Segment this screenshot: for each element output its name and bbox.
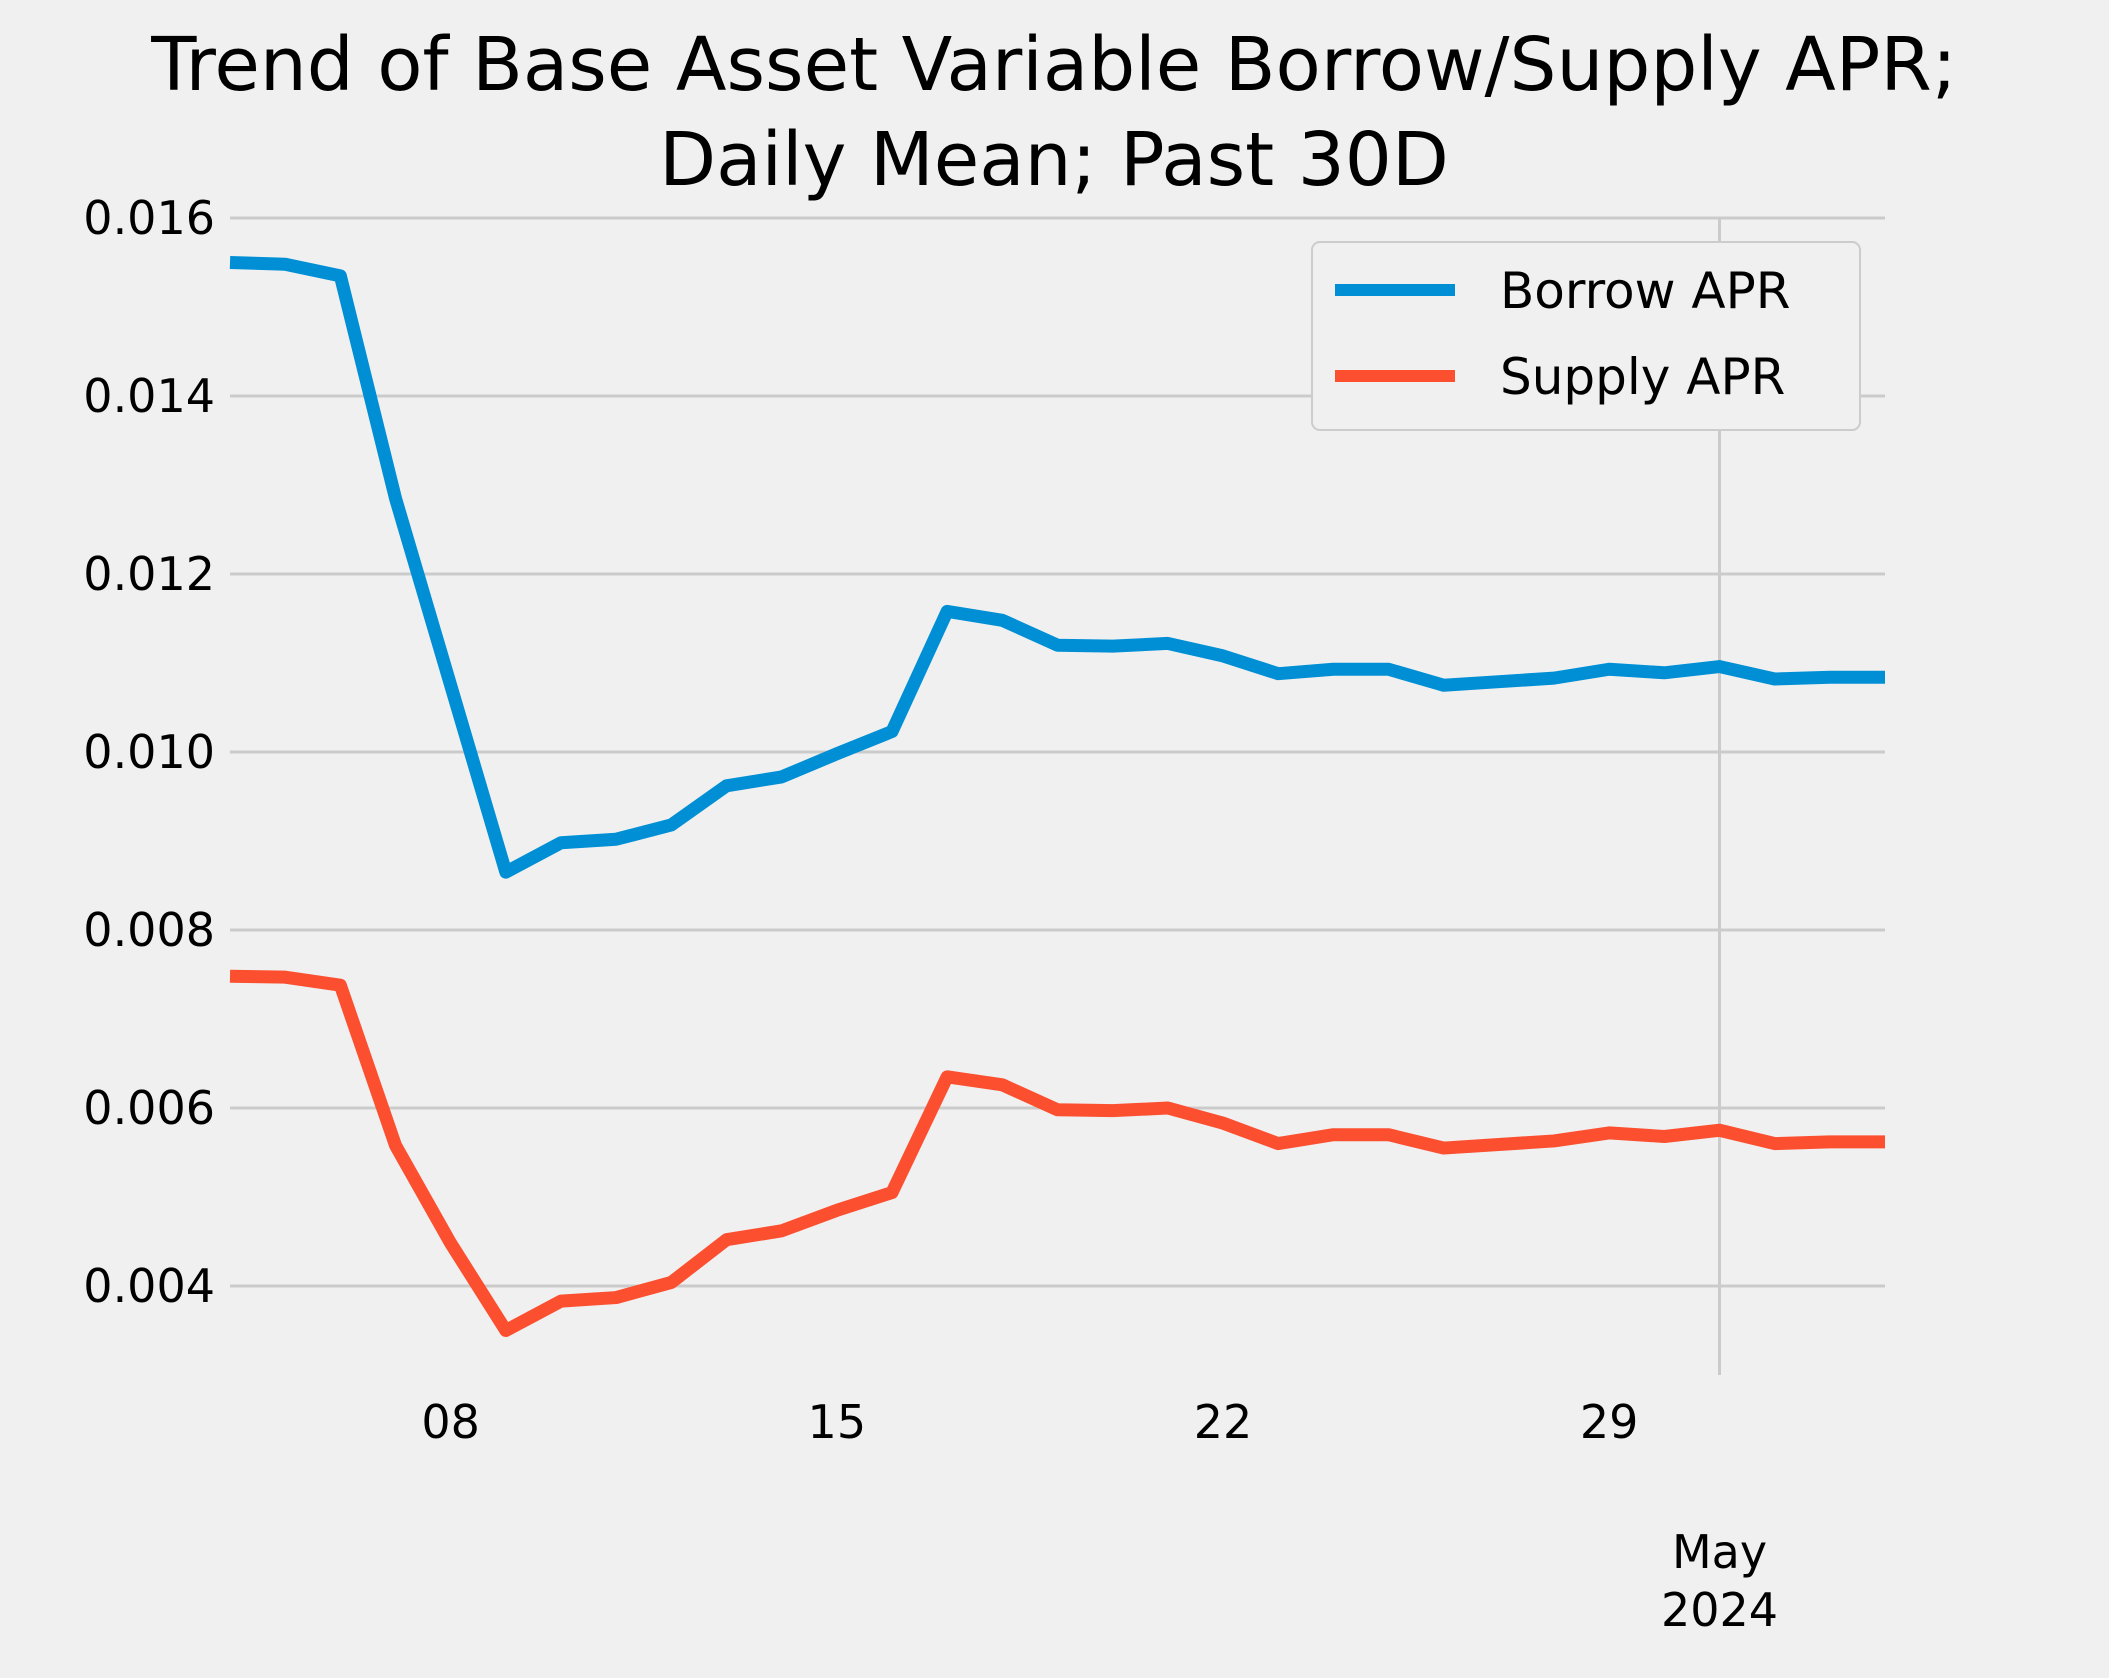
- x-tick-label: 22: [1194, 1395, 1253, 1449]
- x-tick-label: 29: [1580, 1395, 1639, 1449]
- chart-title-line-2: Daily Mean; Past 30D: [659, 117, 1449, 203]
- x-tick-label: 15: [808, 1395, 867, 1449]
- x-month-label: May: [1672, 1525, 1767, 1579]
- y-tick-label: 0.006: [83, 1081, 215, 1135]
- axis-ticks: 0.004 0.006 0.008 0.010 0.012 0.014 0.016 08 15 2…: [83, 191, 1778, 1637]
- legend: Borrow APR Supply APR: [1311, 241, 1861, 431]
- legend-label-supply: Supply APR: [1500, 348, 1785, 406]
- series-line-borrow: [229, 256, 1885, 879]
- x-tick-label: 08: [421, 1395, 480, 1449]
- y-tick-label: 0.008: [83, 903, 215, 957]
- chart-title-line-1: Trend of Base Asset Variable Borrow/Supp…: [150, 22, 1957, 108]
- y-tick-label: 0.004: [83, 1259, 215, 1313]
- y-tick-label: 0.014: [83, 369, 215, 423]
- y-tick-label: 0.010: [83, 725, 215, 779]
- y-tick-label: 0.012: [83, 547, 215, 601]
- series-lines: [229, 256, 1885, 1337]
- grid: [230, 216, 1885, 1375]
- legend-label-borrow: Borrow APR: [1500, 262, 1791, 320]
- series-line-supply: [229, 969, 1885, 1337]
- x-month-label: 2024: [1661, 1583, 1778, 1637]
- y-tick-label: 0.016: [83, 191, 215, 245]
